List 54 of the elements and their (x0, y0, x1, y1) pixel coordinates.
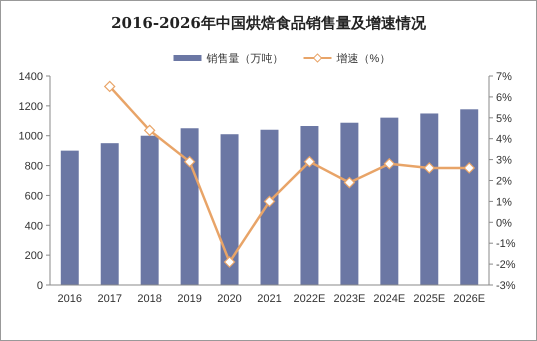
y2-tick-label: 5% (496, 112, 512, 125)
chart-title: 2016-2026年中国烘焙食品销售量及增速情况 (111, 14, 427, 32)
bar (140, 136, 159, 285)
bar (420, 113, 438, 285)
bar (300, 126, 318, 285)
point (104, 80, 116, 92)
bar (180, 128, 199, 285)
bar (340, 122, 358, 285)
bar (60, 150, 79, 285)
y2-tick-label: 4% (496, 134, 512, 146)
x-tick-label: 2018 (137, 293, 162, 305)
point (144, 124, 156, 136)
y-tick-label: 1400 (18, 71, 43, 83)
legend-label: 增速（%） (336, 52, 390, 65)
point (384, 158, 395, 170)
y-tick-label: 1000 (18, 130, 43, 143)
bar (100, 143, 119, 285)
y2-tick-label: 1% (496, 196, 512, 208)
x-tick-label: 2025E (413, 293, 446, 305)
y-tick-label: 400 (24, 220, 43, 232)
x-tick-label: 2022E (294, 293, 326, 305)
point (224, 256, 236, 268)
point (344, 176, 355, 188)
y2-tick-label: 7% (496, 71, 512, 83)
bar (460, 109, 478, 285)
x-tick-label: 2021 (257, 293, 282, 305)
point (184, 156, 196, 168)
y2-tick-label: -2% (496, 259, 516, 272)
x-tick-label: 2017 (97, 293, 122, 305)
x-tick-label: 2026E (453, 293, 486, 305)
x-tick-label: 2023E (333, 293, 366, 305)
y2-tick-label: -1% (496, 238, 516, 250)
y-tick-label: 200 (24, 250, 43, 262)
bar (380, 118, 398, 285)
y2-tick-label: -3% (496, 280, 516, 292)
x-tick-label: 2019 (177, 293, 202, 305)
point (424, 162, 435, 174)
y2-tick-label: 2% (496, 176, 512, 188)
bar (220, 134, 239, 285)
y-tick-label: 1200 (18, 100, 43, 113)
legend-label: 销售量（万吨） (206, 52, 284, 65)
x-tick-label: 2016 (58, 293, 82, 305)
y-tick-label: 600 (24, 190, 43, 202)
x-tick-label: 2024E (373, 293, 406, 305)
point (464, 162, 475, 174)
bar (260, 130, 278, 285)
y2-tick-label: 3% (496, 154, 512, 167)
y-tick-label: 0 (36, 280, 43, 292)
y2-tick-label: 6% (496, 92, 512, 104)
point (304, 156, 316, 168)
y2-tick-label: 0% (496, 217, 512, 230)
y-tick-label: 800 (24, 160, 43, 173)
x-tick-label: 2020 (217, 293, 242, 305)
point (264, 196, 276, 207)
